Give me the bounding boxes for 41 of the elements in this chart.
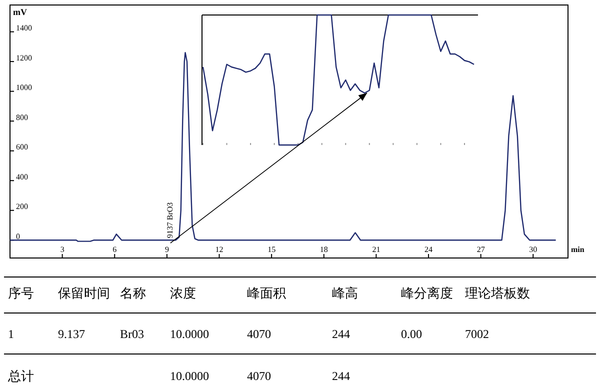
category-label: 理论塔板数: [465, 286, 530, 302]
y-tick-label: 1400: [16, 24, 32, 33]
text: 7002: [465, 327, 489, 342]
x-tick-label: 21: [372, 245, 380, 254]
category-label: 峰面积: [247, 286, 286, 302]
x-tick-label: 15: [268, 245, 276, 254]
text: 9.137: [58, 327, 85, 342]
y-tick-label: 400: [16, 172, 28, 182]
x-tick-label: 3: [60, 245, 64, 254]
text: 10.0000: [170, 369, 209, 384]
text: 1: [8, 327, 14, 342]
text: 244: [332, 369, 350, 384]
x-tick-label: 30: [529, 245, 538, 254]
category-label: 浓度: [170, 286, 196, 302]
text: Br03: [120, 327, 144, 342]
y-tick-label: 800: [16, 112, 28, 122]
text: 4070: [247, 327, 271, 342]
x-tick-label: 6: [112, 245, 117, 254]
category-label: 峰高: [332, 286, 358, 302]
y-tick-label: 600: [16, 142, 28, 152]
x-tick-label: 24: [424, 245, 432, 254]
annotation: 9137 BrO3: [165, 202, 174, 238]
x-tick-label: 27: [476, 245, 485, 254]
x-tick-label: 9: [164, 245, 169, 254]
category-label: 名称: [120, 286, 146, 302]
category-label: 峰分离度: [401, 286, 453, 302]
text: 总计: [8, 370, 34, 385]
category-label: 保留时间: [58, 286, 110, 302]
y-tick-label: 1000: [16, 83, 32, 92]
y-tick-label: 1200: [16, 53, 32, 62]
category-label: 序号: [8, 286, 34, 302]
text: 10.0000: [170, 327, 209, 342]
x-tick-label: 12: [215, 245, 224, 254]
x-axis-title: min: [571, 245, 585, 254]
y-tick-label: 0: [16, 232, 20, 241]
text: 244: [332, 327, 350, 342]
text: 4070: [247, 369, 271, 384]
x-tick-label: 18: [320, 245, 328, 254]
y-axis-title: mV: [13, 7, 28, 17]
y-tick-label: 200: [16, 202, 28, 212]
text: 0.00: [401, 327, 422, 342]
